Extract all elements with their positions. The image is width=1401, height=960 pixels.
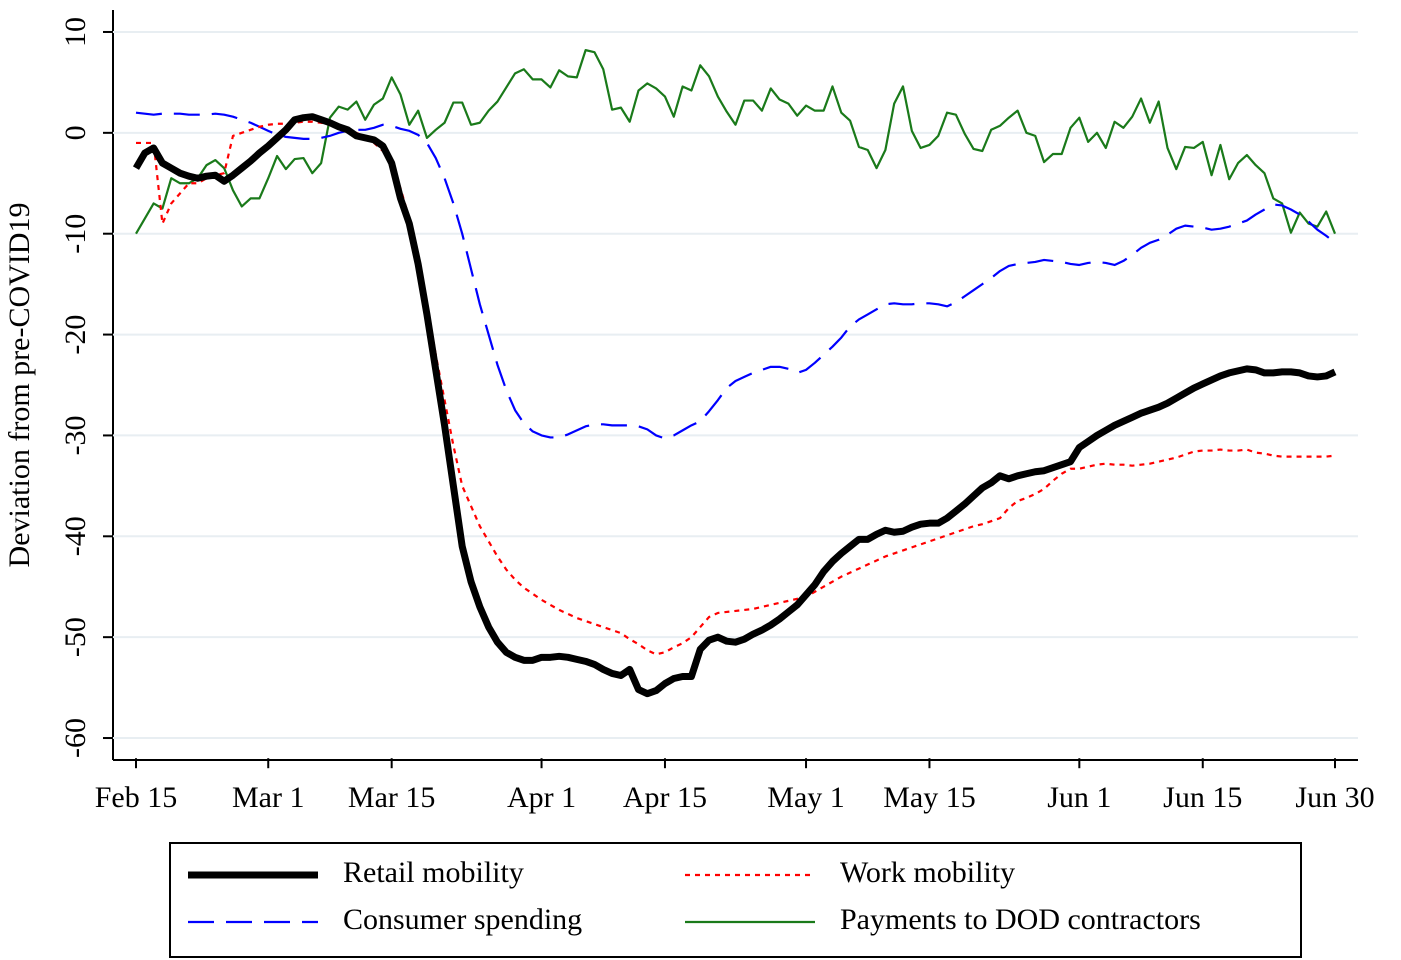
legend xyxy=(169,842,1302,958)
x-tick-label: Feb 15 xyxy=(95,781,178,814)
x-tick-label: Jun 30 xyxy=(1295,781,1374,814)
series-line xyxy=(135,49,1337,235)
legend-label: Work mobility xyxy=(840,856,1015,889)
y-tick-label: -10 xyxy=(59,214,92,254)
x-tick-label: May 15 xyxy=(883,781,976,814)
legend-label: Retail mobility xyxy=(343,856,524,889)
x-tick-label: May 1 xyxy=(767,781,845,814)
series-line xyxy=(136,120,1336,656)
y-tick-label: 0 xyxy=(59,125,92,140)
x-tick-label: Apr 1 xyxy=(507,781,576,814)
y-tick-label: -30 xyxy=(59,415,92,455)
x-tick-label: Mar 1 xyxy=(232,781,304,814)
y-tick-label: -50 xyxy=(59,617,92,657)
x-tick-label: Mar 15 xyxy=(348,781,435,814)
legend-label: Payments to DOD contractors xyxy=(840,903,1201,936)
y-tick-label: 10 xyxy=(59,17,92,47)
y-tick-label: -40 xyxy=(59,516,92,556)
series-line xyxy=(132,113,1337,698)
series-line xyxy=(135,111,1336,440)
x-tick-label: Jun 1 xyxy=(1047,781,1111,814)
y-tick-label: -20 xyxy=(59,315,92,355)
x-tick-label: Jun 15 xyxy=(1163,781,1242,814)
legend-label: Consumer spending xyxy=(343,903,582,936)
x-tick-label: Apr 15 xyxy=(623,781,707,814)
y-tick-label: -60 xyxy=(59,718,92,758)
y-axis-title: Deviation from pre-COVID19 xyxy=(3,203,36,568)
